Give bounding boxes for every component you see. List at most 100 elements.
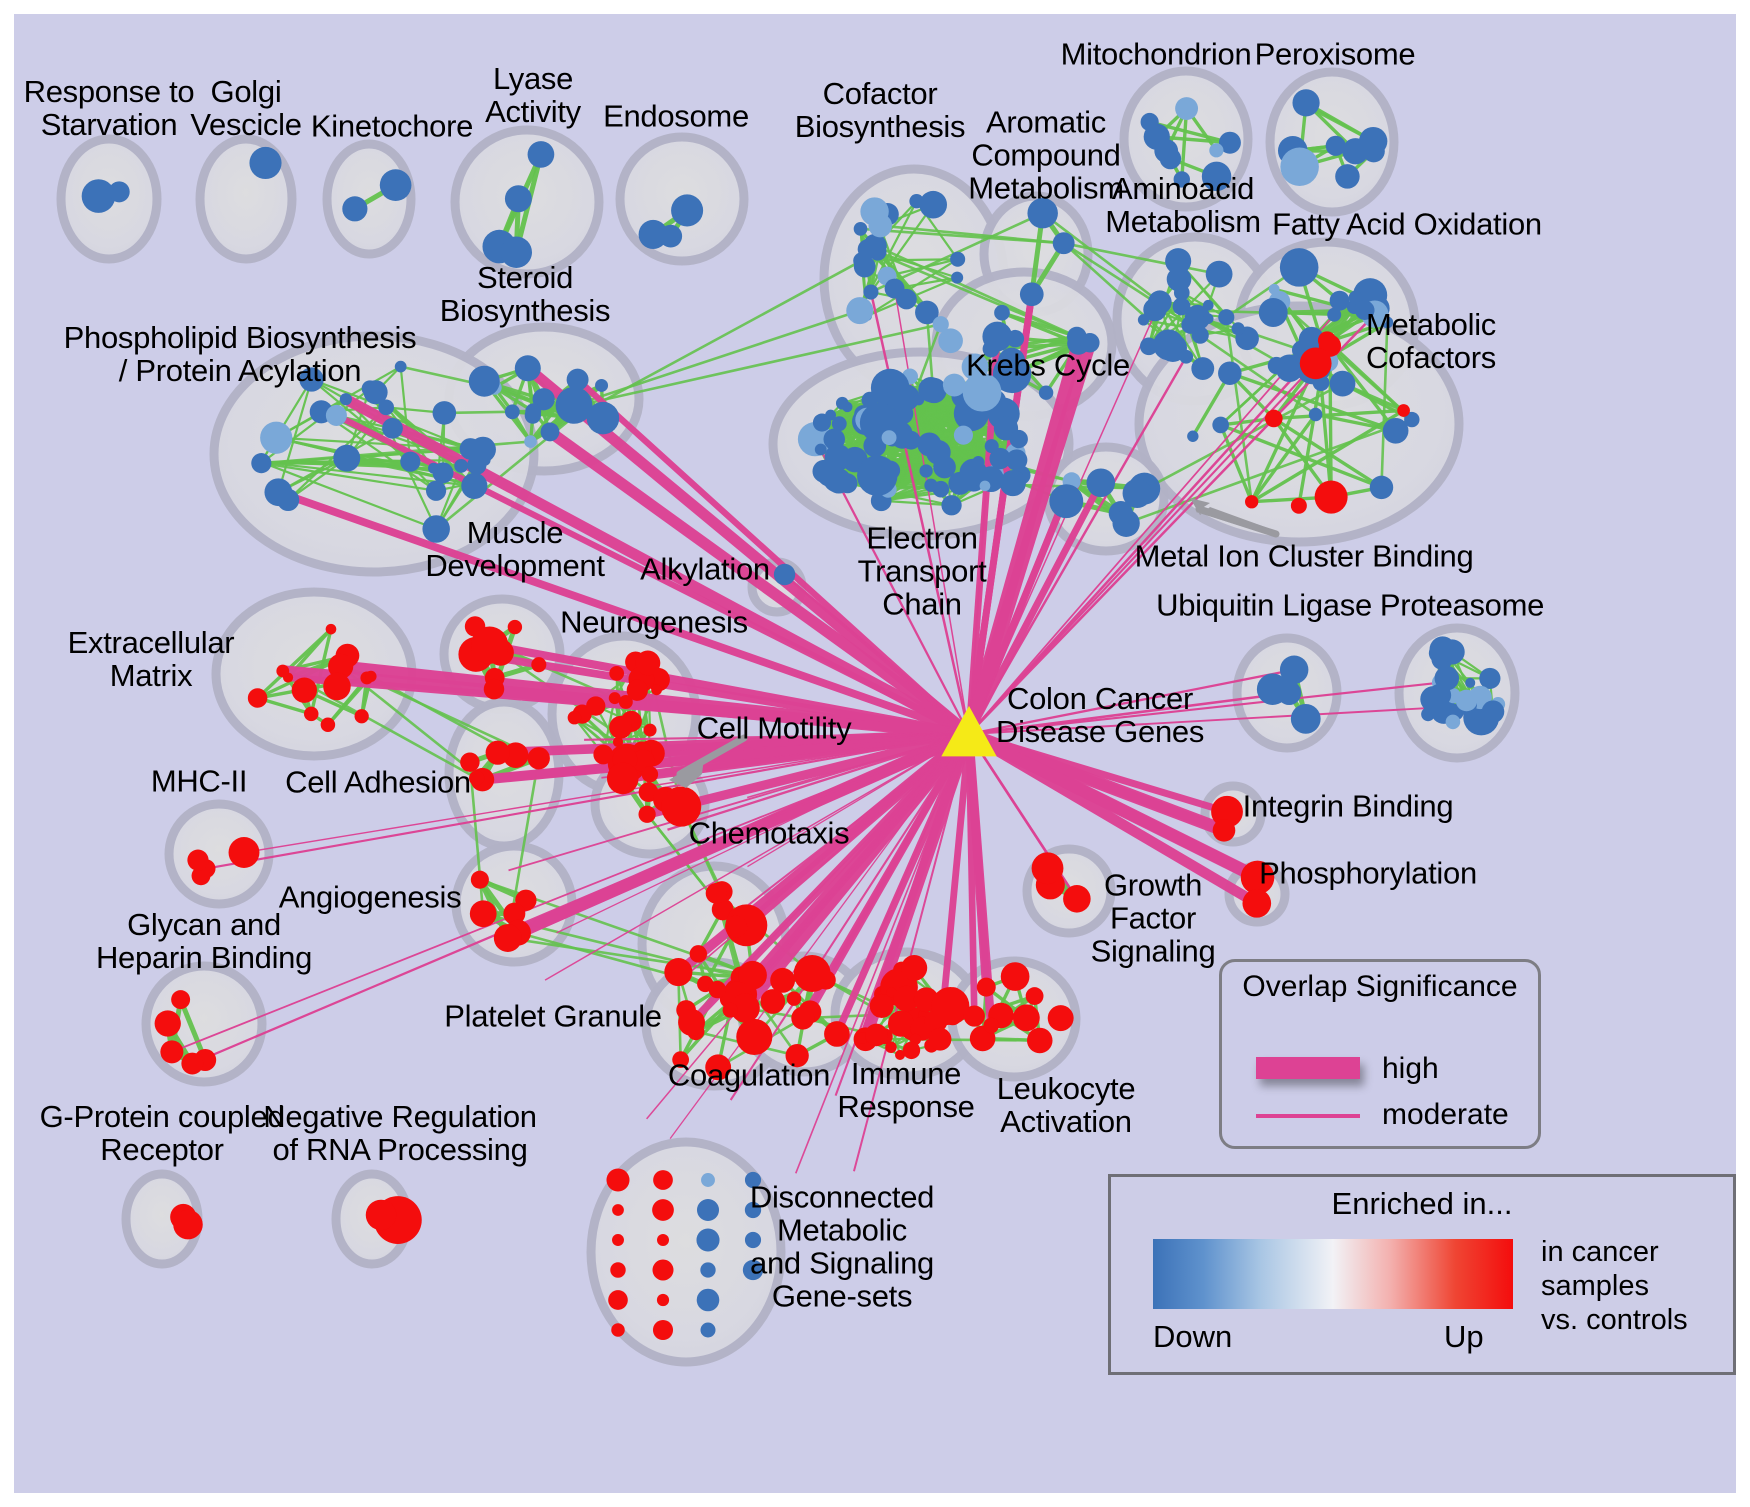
gene-set-node xyxy=(760,989,786,1014)
gene-set-node xyxy=(700,1262,716,1278)
gene-set-node xyxy=(785,1044,809,1068)
gene-set-node xyxy=(1301,99,1317,115)
gene-set-node xyxy=(1421,707,1435,722)
gene-set-node xyxy=(893,985,920,1012)
gene-set-node xyxy=(643,723,657,737)
gene-set-node xyxy=(976,977,996,997)
gene-set-node xyxy=(485,740,510,765)
cluster-label: Neurogenesis xyxy=(560,604,748,640)
gene-set-node xyxy=(171,990,191,1010)
gene-set-node xyxy=(853,222,868,236)
gene-set-node xyxy=(1329,290,1350,311)
gene-set-node xyxy=(361,380,379,397)
gene-set-node xyxy=(500,236,532,268)
gene-set-node xyxy=(638,805,656,823)
gene-set-node xyxy=(609,715,633,739)
gene-set-node xyxy=(701,1173,715,1187)
gene-set-node xyxy=(503,902,526,925)
gene-set-node xyxy=(928,1027,952,1051)
gene-set-node xyxy=(422,515,450,543)
gene-set-node xyxy=(853,255,876,278)
cluster-label: Leukocyte Activation xyxy=(996,1071,1136,1139)
gene-set-node xyxy=(1290,497,1307,514)
gene-set-node xyxy=(1455,689,1478,712)
gene-set-node xyxy=(323,672,351,701)
gene-set-node xyxy=(678,1008,706,1036)
gene-set-node xyxy=(938,328,963,354)
gene-set-node xyxy=(1265,409,1283,428)
gene-set-node xyxy=(277,488,300,512)
gene-set-node xyxy=(861,391,879,409)
gene-set-node xyxy=(835,396,849,410)
gene-set-node xyxy=(1147,290,1172,315)
gene-set-node xyxy=(917,432,942,457)
gene-set-node xyxy=(831,416,847,432)
gene-set-node xyxy=(689,945,708,963)
gene-set-node xyxy=(81,179,116,213)
gene-set-node xyxy=(951,271,964,284)
gene-set-node xyxy=(638,219,668,250)
gene-set-node xyxy=(608,692,621,705)
cluster-label: Endosome xyxy=(603,98,749,134)
gene-set-node xyxy=(1173,171,1190,188)
gene-set-node xyxy=(999,470,1026,497)
gene-set-node xyxy=(1242,888,1272,918)
gene-set-node xyxy=(1280,147,1319,186)
gene-set-node xyxy=(941,495,962,516)
gene-set-node xyxy=(173,1209,203,1240)
gene-set-node xyxy=(532,388,555,411)
gene-set-node xyxy=(154,1010,181,1037)
gene-set-node xyxy=(919,464,933,478)
gene-set-node xyxy=(567,710,582,725)
gene-set-node xyxy=(1025,987,1044,1005)
enrichment-side-note: in cancer samples vs. controls xyxy=(1541,1236,1688,1337)
gene-set-node xyxy=(606,1168,630,1192)
gene-set-node xyxy=(770,967,796,993)
gene-set-node xyxy=(1218,309,1235,326)
hub-node-colon-cancer-disease-genes[interactable] xyxy=(941,705,997,757)
gene-set-node xyxy=(962,372,1002,412)
gene-set-node xyxy=(919,190,948,219)
gene-set-node xyxy=(1218,361,1242,385)
cluster-label: Aminoacid Metabolism xyxy=(1105,171,1261,239)
gene-set-node xyxy=(1140,112,1159,132)
gene-set-node xyxy=(468,365,500,397)
cluster-label: Krebs Cycle xyxy=(966,347,1130,383)
gene-set-node xyxy=(652,1199,674,1221)
gene-set-node xyxy=(895,1049,906,1060)
gene-set-node xyxy=(1428,683,1452,707)
gene-set-node xyxy=(857,455,898,496)
gene-set-node xyxy=(869,993,894,1018)
gene-set-node xyxy=(958,410,979,431)
overlap-legend-title: Overlap Significance xyxy=(1242,970,1518,1003)
gene-set-node xyxy=(1325,135,1346,156)
gene-set-node xyxy=(1112,509,1140,537)
gene-set-node xyxy=(652,1319,674,1341)
gene-set-node xyxy=(1212,416,1229,434)
gene-set-node xyxy=(700,1322,716,1338)
gene-set-node xyxy=(1012,1004,1040,1032)
gene-set-node xyxy=(1184,304,1211,331)
cluster-label: Phospholipid Biosynthesis / Protein Acyl… xyxy=(63,320,417,388)
enrichment-legend-title: Enriched in... xyxy=(1331,1186,1513,1221)
gene-set-node xyxy=(108,181,130,203)
cluster-label: MHC-II xyxy=(150,763,248,799)
gene-set-node xyxy=(812,413,832,432)
cluster-label: Ubiquitin Ligase xyxy=(1156,587,1372,623)
gene-set-node xyxy=(902,1041,921,1060)
gene-set-node xyxy=(504,185,532,213)
gene-set-node xyxy=(566,368,589,391)
cluster-label: Steroid Biosynthesis xyxy=(439,260,611,328)
gene-set-node xyxy=(191,866,211,886)
cluster-label: Extracellular Matrix xyxy=(67,625,235,693)
gene-set-node xyxy=(915,300,939,325)
gene-set-node xyxy=(333,444,361,472)
gene-set-node xyxy=(1047,1005,1074,1032)
cluster-label: Angiogenesis xyxy=(278,879,462,915)
enrichment-legend: Enriched in... Down Up in cancer samples… xyxy=(1108,1174,1736,1375)
gene-set-node xyxy=(793,955,831,992)
gene-set-node xyxy=(382,417,403,439)
gene-set-node xyxy=(504,404,520,420)
gene-set-node xyxy=(1000,962,1030,991)
